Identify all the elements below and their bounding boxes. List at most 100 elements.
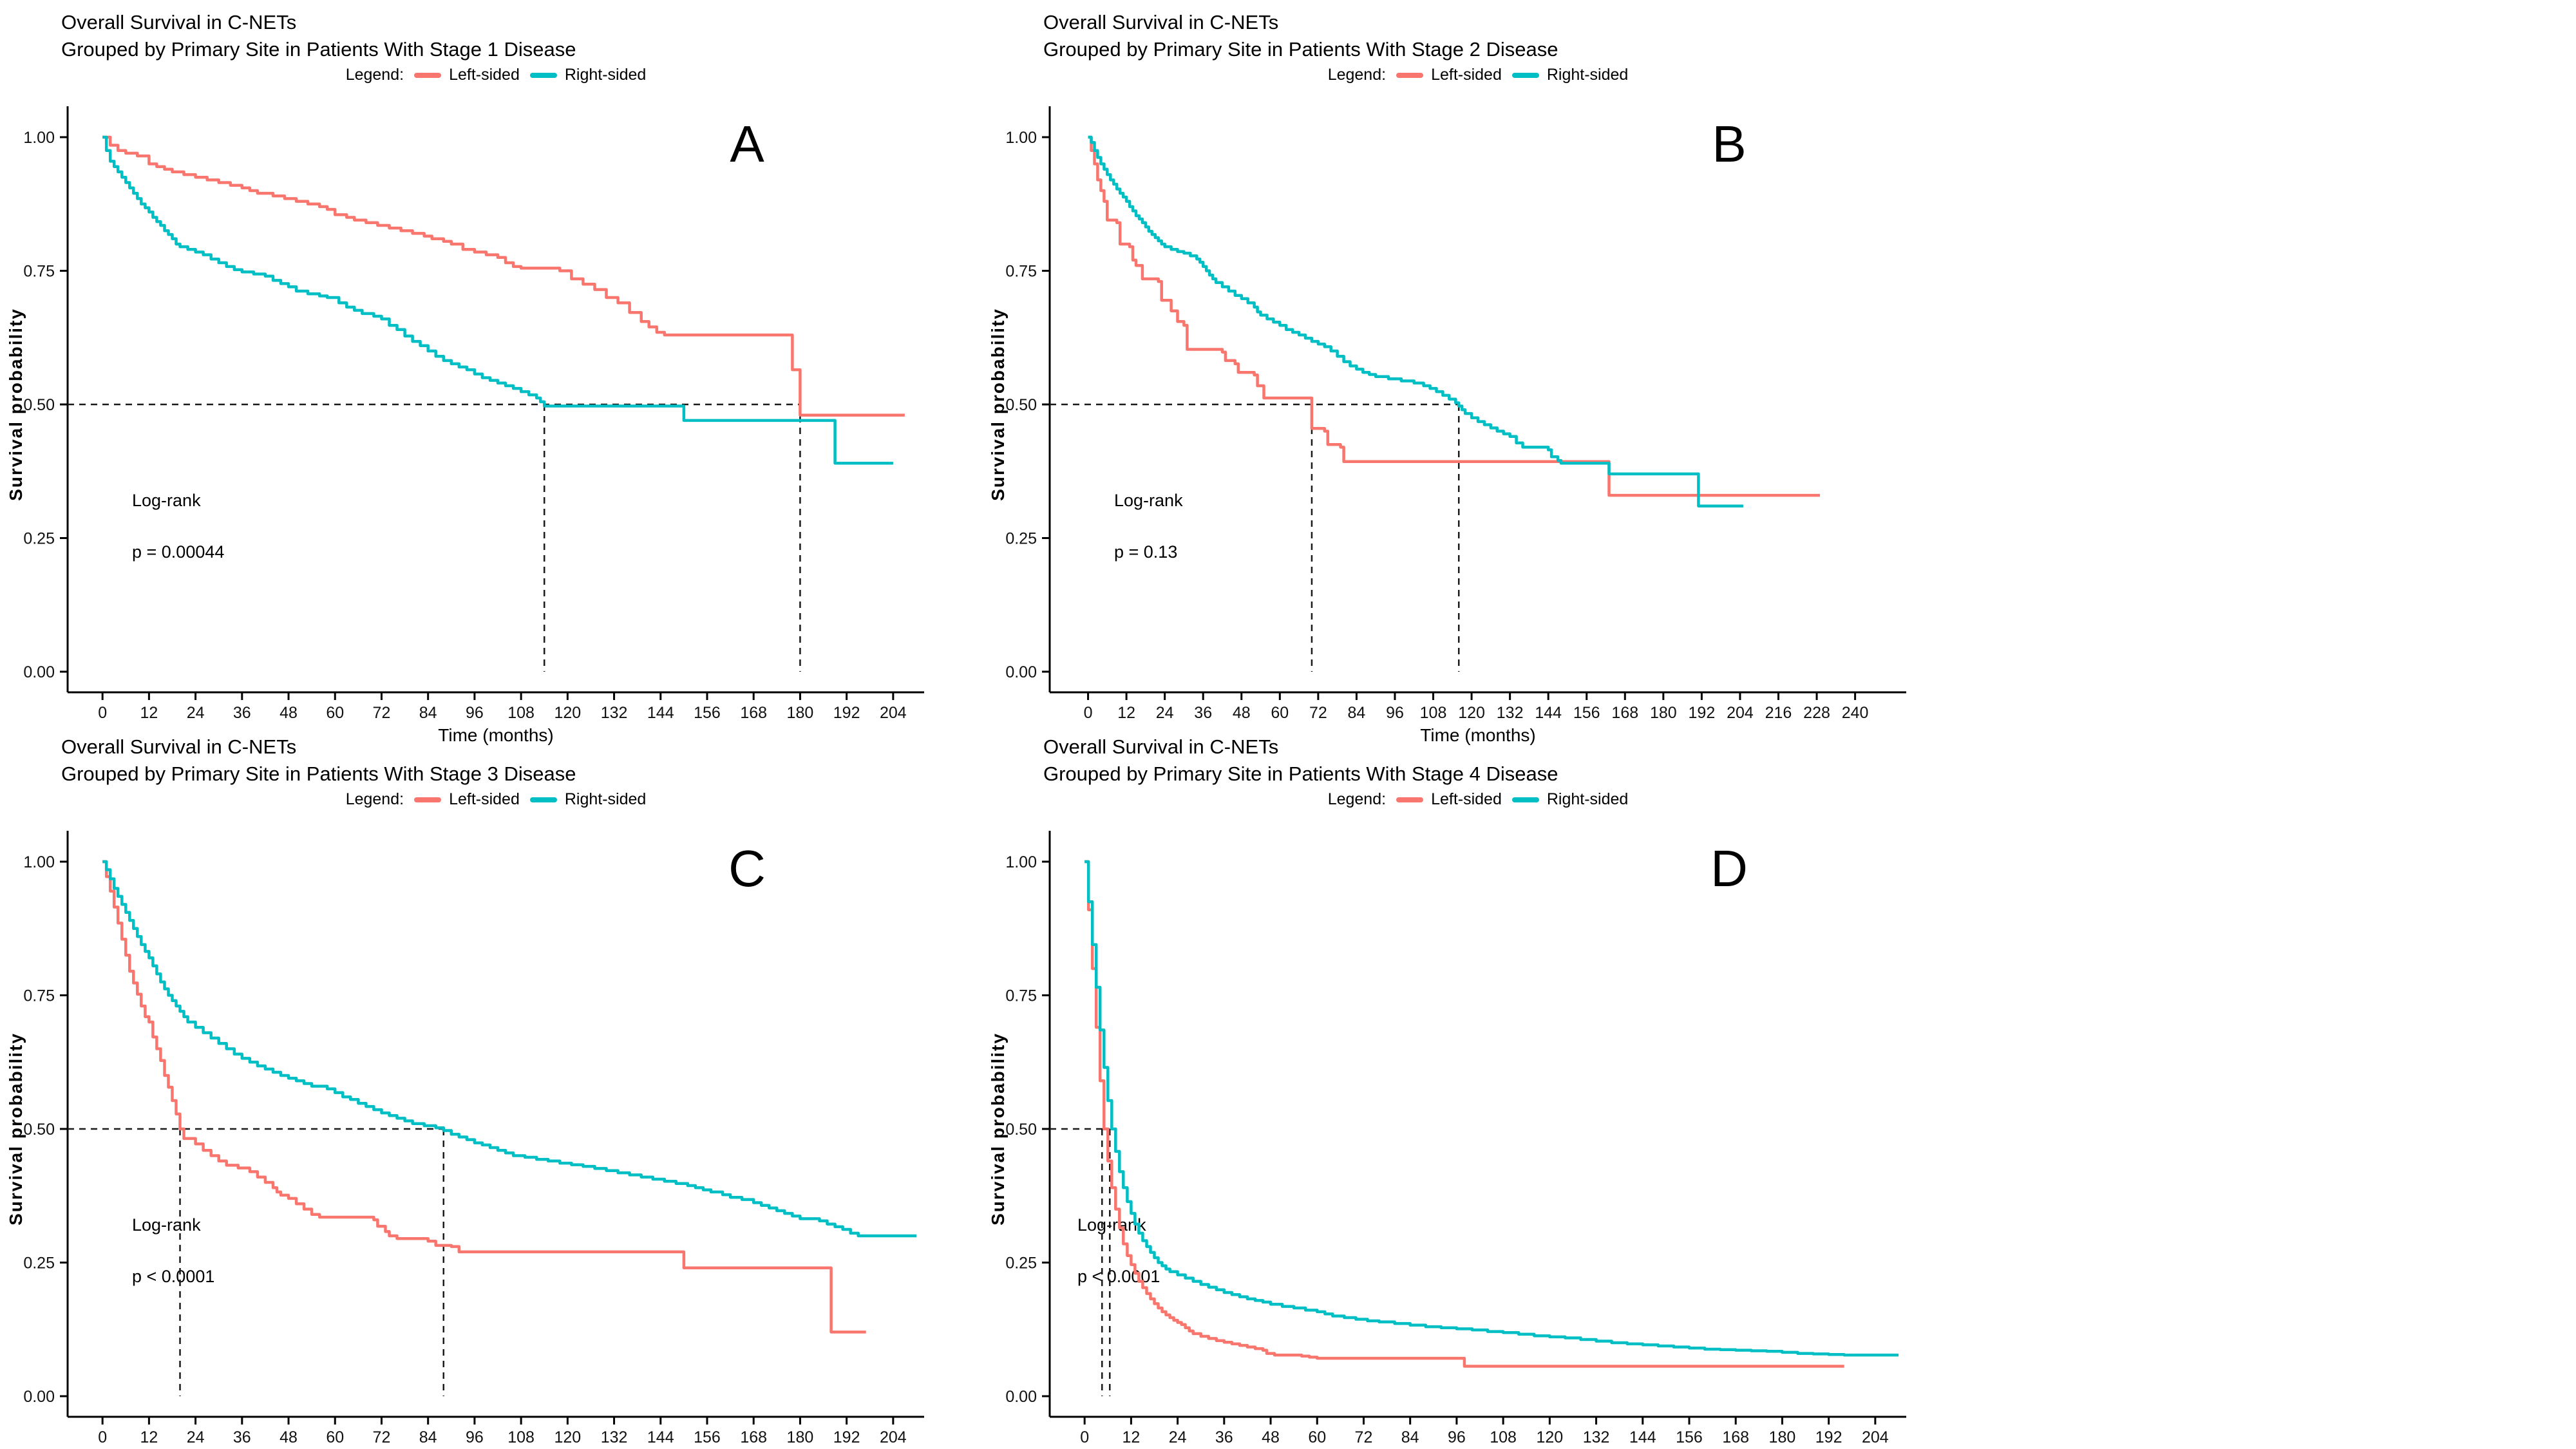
logrank-label: Log-rank [132, 491, 201, 510]
legend-item-left-sided: Left-sided [414, 66, 520, 84]
y-tick-label: 0.25 [1005, 530, 1037, 548]
panel-a: Overall Survival in C-NETs Grouped by Pr… [0, 0, 985, 745]
x-tick-label: 120 [554, 1428, 581, 1446]
x-tick-label: 192 [833, 1428, 860, 1446]
legend-label-left-sided: Left-sided [449, 66, 520, 84]
panel-c: Overall Survival in C-NETs Grouped by Pr… [0, 724, 985, 1449]
x-tick-label: 108 [1420, 704, 1447, 722]
panel-subtitle: Grouped by Primary Site in Patients With… [1043, 38, 1558, 61]
left-sided-line-swatch [1396, 72, 1424, 78]
x-tick-label: 84 [1348, 704, 1366, 722]
x-tick-label: 12 [140, 1428, 158, 1446]
x-tick-label: 60 [1308, 1428, 1326, 1446]
legend: Legend: Left-sided Right-sided [68, 790, 924, 809]
x-tick-label: 12 [1122, 1428, 1140, 1446]
page-title: Overall Survival in C-NETs [61, 735, 297, 758]
legend-label-right-sided: Right-sided [564, 66, 647, 84]
km-curve-left-sided [1084, 860, 1844, 1368]
x-tick-label: 180 [787, 1428, 814, 1446]
x-tick-label: 0 [98, 704, 107, 722]
y-axis-title: Survival probability [988, 1032, 1008, 1226]
x-tick-label: 120 [1458, 704, 1485, 722]
x-tick-label: 132 [601, 704, 628, 722]
panel-letter: D [1710, 840, 1748, 897]
km-curve-right-sided [102, 135, 893, 465]
legend-prefix: Legend: [345, 790, 404, 808]
p-value-label: p = 0.13 [1114, 542, 1178, 562]
legend-label-left-sided: Left-sided [1431, 66, 1502, 84]
x-tick-label: 168 [740, 704, 767, 722]
y-tick-label: 0.75 [23, 987, 55, 1005]
panel-subtitle: Grouped by Primary Site in Patients With… [1043, 762, 1558, 785]
logrank-label: Log-rank [132, 1215, 201, 1235]
y-tick-label: 0.50 [1005, 396, 1037, 414]
x-tick-label: 72 [373, 1428, 391, 1446]
legend-item-right-sided: Right-sided [1511, 66, 1628, 84]
x-tick-label: 156 [1676, 1428, 1703, 1446]
y-axis-title: Survival probability [988, 308, 1008, 501]
logrank-label: Log-rank [1114, 491, 1183, 510]
y-tick-label: 0.75 [1005, 987, 1037, 1005]
x-tick-label: 156 [1573, 704, 1600, 722]
panel-subtitle: Grouped by Primary Site in Patients With… [61, 38, 576, 61]
right-sided-line-swatch [529, 72, 557, 78]
legend-item-right-sided: Right-sided [529, 790, 646, 809]
y-tick-label: 0.50 [23, 396, 55, 414]
x-tick-label: 144 [1535, 704, 1562, 722]
left-sided-line-swatch [414, 797, 442, 802]
x-tick-label: 12 [140, 704, 158, 722]
right-sided-line-swatch [529, 797, 557, 802]
x-tick-label: 228 [1803, 704, 1830, 722]
legend: Legend: Left-sided Right-sided [1050, 790, 1906, 809]
x-tick-label: 156 [694, 704, 721, 722]
x-tick-label: 48 [279, 1428, 298, 1446]
x-tick-label: 180 [1769, 1428, 1796, 1446]
x-tick-label: 192 [833, 704, 860, 722]
y-tick-label: 0.50 [1005, 1121, 1037, 1139]
x-tick-label: 84 [1401, 1428, 1419, 1446]
y-tick-label: 1.00 [1005, 129, 1037, 147]
y-tick-label: 0.25 [1005, 1255, 1037, 1273]
x-tick-label: 72 [1309, 704, 1327, 722]
p-value-label: p < 0.0001 [1077, 1267, 1160, 1286]
right-sided-line-swatch [1511, 797, 1539, 802]
x-tick-label: 204 [1727, 704, 1754, 722]
legend-item-left-sided: Left-sided [1396, 66, 1502, 84]
legend-prefix: Legend: [1327, 790, 1387, 808]
y-tick-label: 0.00 [23, 1388, 55, 1406]
legend-prefix: Legend: [1327, 66, 1387, 84]
y-tick-label: 1.00 [23, 853, 55, 871]
legend: Legend: Left-sided Right-sided [1050, 66, 1906, 84]
x-tick-label: 36 [1215, 1428, 1233, 1446]
x-tick-label: 120 [554, 704, 581, 722]
panel-letter: C [728, 840, 766, 897]
x-tick-label: 168 [740, 1428, 767, 1446]
x-tick-label: 96 [1448, 1428, 1466, 1446]
x-tick-label: 0 [1084, 704, 1093, 722]
legend-label-right-sided: Right-sided [1546, 790, 1629, 808]
x-tick-label: 48 [279, 704, 298, 722]
x-tick-label: 24 [1169, 1428, 1187, 1446]
page-title: Overall Survival in C-NETs [61, 11, 297, 33]
y-axis-title: Survival probability [6, 1032, 26, 1226]
x-tick-label: 180 [787, 704, 814, 722]
x-tick-label: 96 [466, 1428, 484, 1446]
x-tick-label: 204 [880, 1428, 907, 1446]
y-tick-label: 0.00 [1005, 663, 1037, 681]
x-tick-label: 168 [1611, 704, 1638, 722]
km-plot: 0 12 24 36 48 60 72 84 96 108 120 132 144 156 168 180 19… [6, 831, 924, 1446]
km-plot: 0 12 24 36 48 60 72 84 96 108 120 132 144 156 168 180 19… [6, 106, 924, 745]
x-tick-label: 120 [1536, 1428, 1563, 1446]
x-axis-title: Time (months) [438, 725, 553, 745]
x-tick-label: 156 [694, 1428, 721, 1446]
legend-label-left-sided: Left-sided [1431, 790, 1502, 808]
x-axis-title: Time (months) [1420, 725, 1535, 745]
panel-letter: A [730, 115, 764, 173]
x-tick-label: 0 [1080, 1428, 1089, 1446]
y-axis-title: Survival probability [6, 308, 26, 501]
y-tick-label: 1.00 [23, 129, 55, 147]
legend-item-right-sided: Right-sided [1511, 790, 1629, 809]
y-tick-label: 0.25 [23, 1255, 55, 1273]
x-tick-label: 192 [1689, 704, 1716, 722]
x-tick-label: 216 [1765, 704, 1792, 722]
